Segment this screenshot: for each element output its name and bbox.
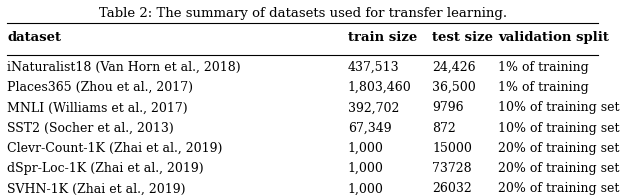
Text: SST2 (Socher et al., 2013): SST2 (Socher et al., 2013) <box>8 121 174 135</box>
Text: Places365 (Zhou et al., 2017): Places365 (Zhou et al., 2017) <box>8 81 193 94</box>
Text: MNLI (Williams et al., 2017): MNLI (Williams et al., 2017) <box>8 101 188 114</box>
Text: 1,000: 1,000 <box>348 162 384 175</box>
Text: train size: train size <box>348 31 417 44</box>
Text: test size: test size <box>432 31 493 44</box>
Text: 1,000: 1,000 <box>348 142 384 155</box>
Text: SVHN-1K (Zhai et al., 2019): SVHN-1K (Zhai et al., 2019) <box>8 182 186 195</box>
Text: 36,500: 36,500 <box>432 81 476 94</box>
Text: dataset: dataset <box>8 31 61 44</box>
Text: 20% of training set: 20% of training set <box>499 142 620 155</box>
Text: iNaturalist18 (Van Horn et al., 2018): iNaturalist18 (Van Horn et al., 2018) <box>8 61 241 74</box>
Text: 73728: 73728 <box>432 162 472 175</box>
Text: dSpr-Loc-1K (Zhai et al., 2019): dSpr-Loc-1K (Zhai et al., 2019) <box>8 162 204 175</box>
Text: 1% of training: 1% of training <box>499 81 589 94</box>
Text: 10% of training set: 10% of training set <box>499 121 620 135</box>
Text: validation split: validation split <box>499 31 609 44</box>
Text: 1,000: 1,000 <box>348 182 384 195</box>
Text: 9796: 9796 <box>432 101 464 114</box>
Text: 437,513: 437,513 <box>348 61 399 74</box>
Text: 392,702: 392,702 <box>348 101 399 114</box>
Text: 10% of training set: 10% of training set <box>499 101 620 114</box>
Text: 1,803,460: 1,803,460 <box>348 81 412 94</box>
Text: 20% of training set: 20% of training set <box>499 182 620 195</box>
Text: 15000: 15000 <box>432 142 472 155</box>
Text: 24,426: 24,426 <box>432 61 476 74</box>
Text: 20% of training set: 20% of training set <box>499 162 620 175</box>
Text: Table 2: The summary of datasets used for transfer learning.: Table 2: The summary of datasets used fo… <box>99 7 507 20</box>
Text: 1% of training: 1% of training <box>499 61 589 74</box>
Text: 872: 872 <box>432 121 456 135</box>
Text: 26032: 26032 <box>432 182 472 195</box>
Text: Clevr-Count-1K (Zhai et al., 2019): Clevr-Count-1K (Zhai et al., 2019) <box>8 142 223 155</box>
Text: 67,349: 67,349 <box>348 121 392 135</box>
